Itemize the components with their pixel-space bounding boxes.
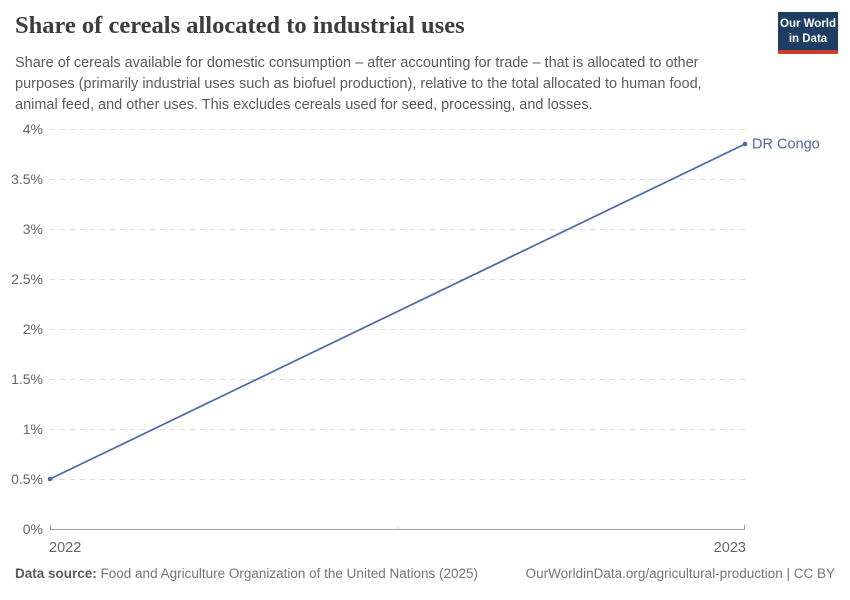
line-chart: 0% 0.5% 1% 1.5% 2% 2.5% 3% 3.5% 4% 2022 2023 DR Con… [11, 121, 820, 556]
y-axis-tick-label: 1.5% [11, 371, 43, 387]
data-source-text: Food and Agriculture Organization of the… [96, 566, 479, 581]
chart-footer: Data source: Food and Agriculture Organi… [15, 566, 835, 581]
x-axis-tick-label: 2023 [714, 540, 746, 556]
series-line [49, 143, 746, 480]
y-axis-tick-label: 0.5% [11, 471, 43, 487]
data-source: Data source: Food and Agriculture Organi… [15, 566, 478, 581]
y-axis-tick-label: 1% [23, 421, 43, 437]
y-axis-tick-label: 0% [23, 521, 43, 537]
y-axis-tick-label: 4% [23, 121, 43, 137]
series-point [47, 476, 53, 482]
data-source-label: Data source: [15, 566, 97, 581]
owid-logo-line1: Our World [780, 18, 837, 30]
owid-logo-line2: in Data [788, 32, 828, 45]
owid-logo: Our World in Data [778, 12, 838, 55]
series-point [742, 141, 748, 147]
y-axis-tick-label: 2.5% [11, 271, 43, 287]
footer-citation-link[interactable]: OurWorldinData.org/agricultural-producti… [525, 566, 835, 581]
series-end-label: DR Congo [752, 137, 820, 153]
x-axis-tick-label: 2022 [49, 540, 81, 556]
y-axis-tick-label: 3.5% [11, 171, 43, 187]
chart-title: Share of cereals allocated to industrial… [15, 12, 465, 39]
chart-subtitle: Share of cereals available for domestic … [15, 55, 702, 113]
y-axis-tick-label: 3% [23, 221, 43, 237]
y-axis-tick-label: 2% [23, 321, 43, 337]
